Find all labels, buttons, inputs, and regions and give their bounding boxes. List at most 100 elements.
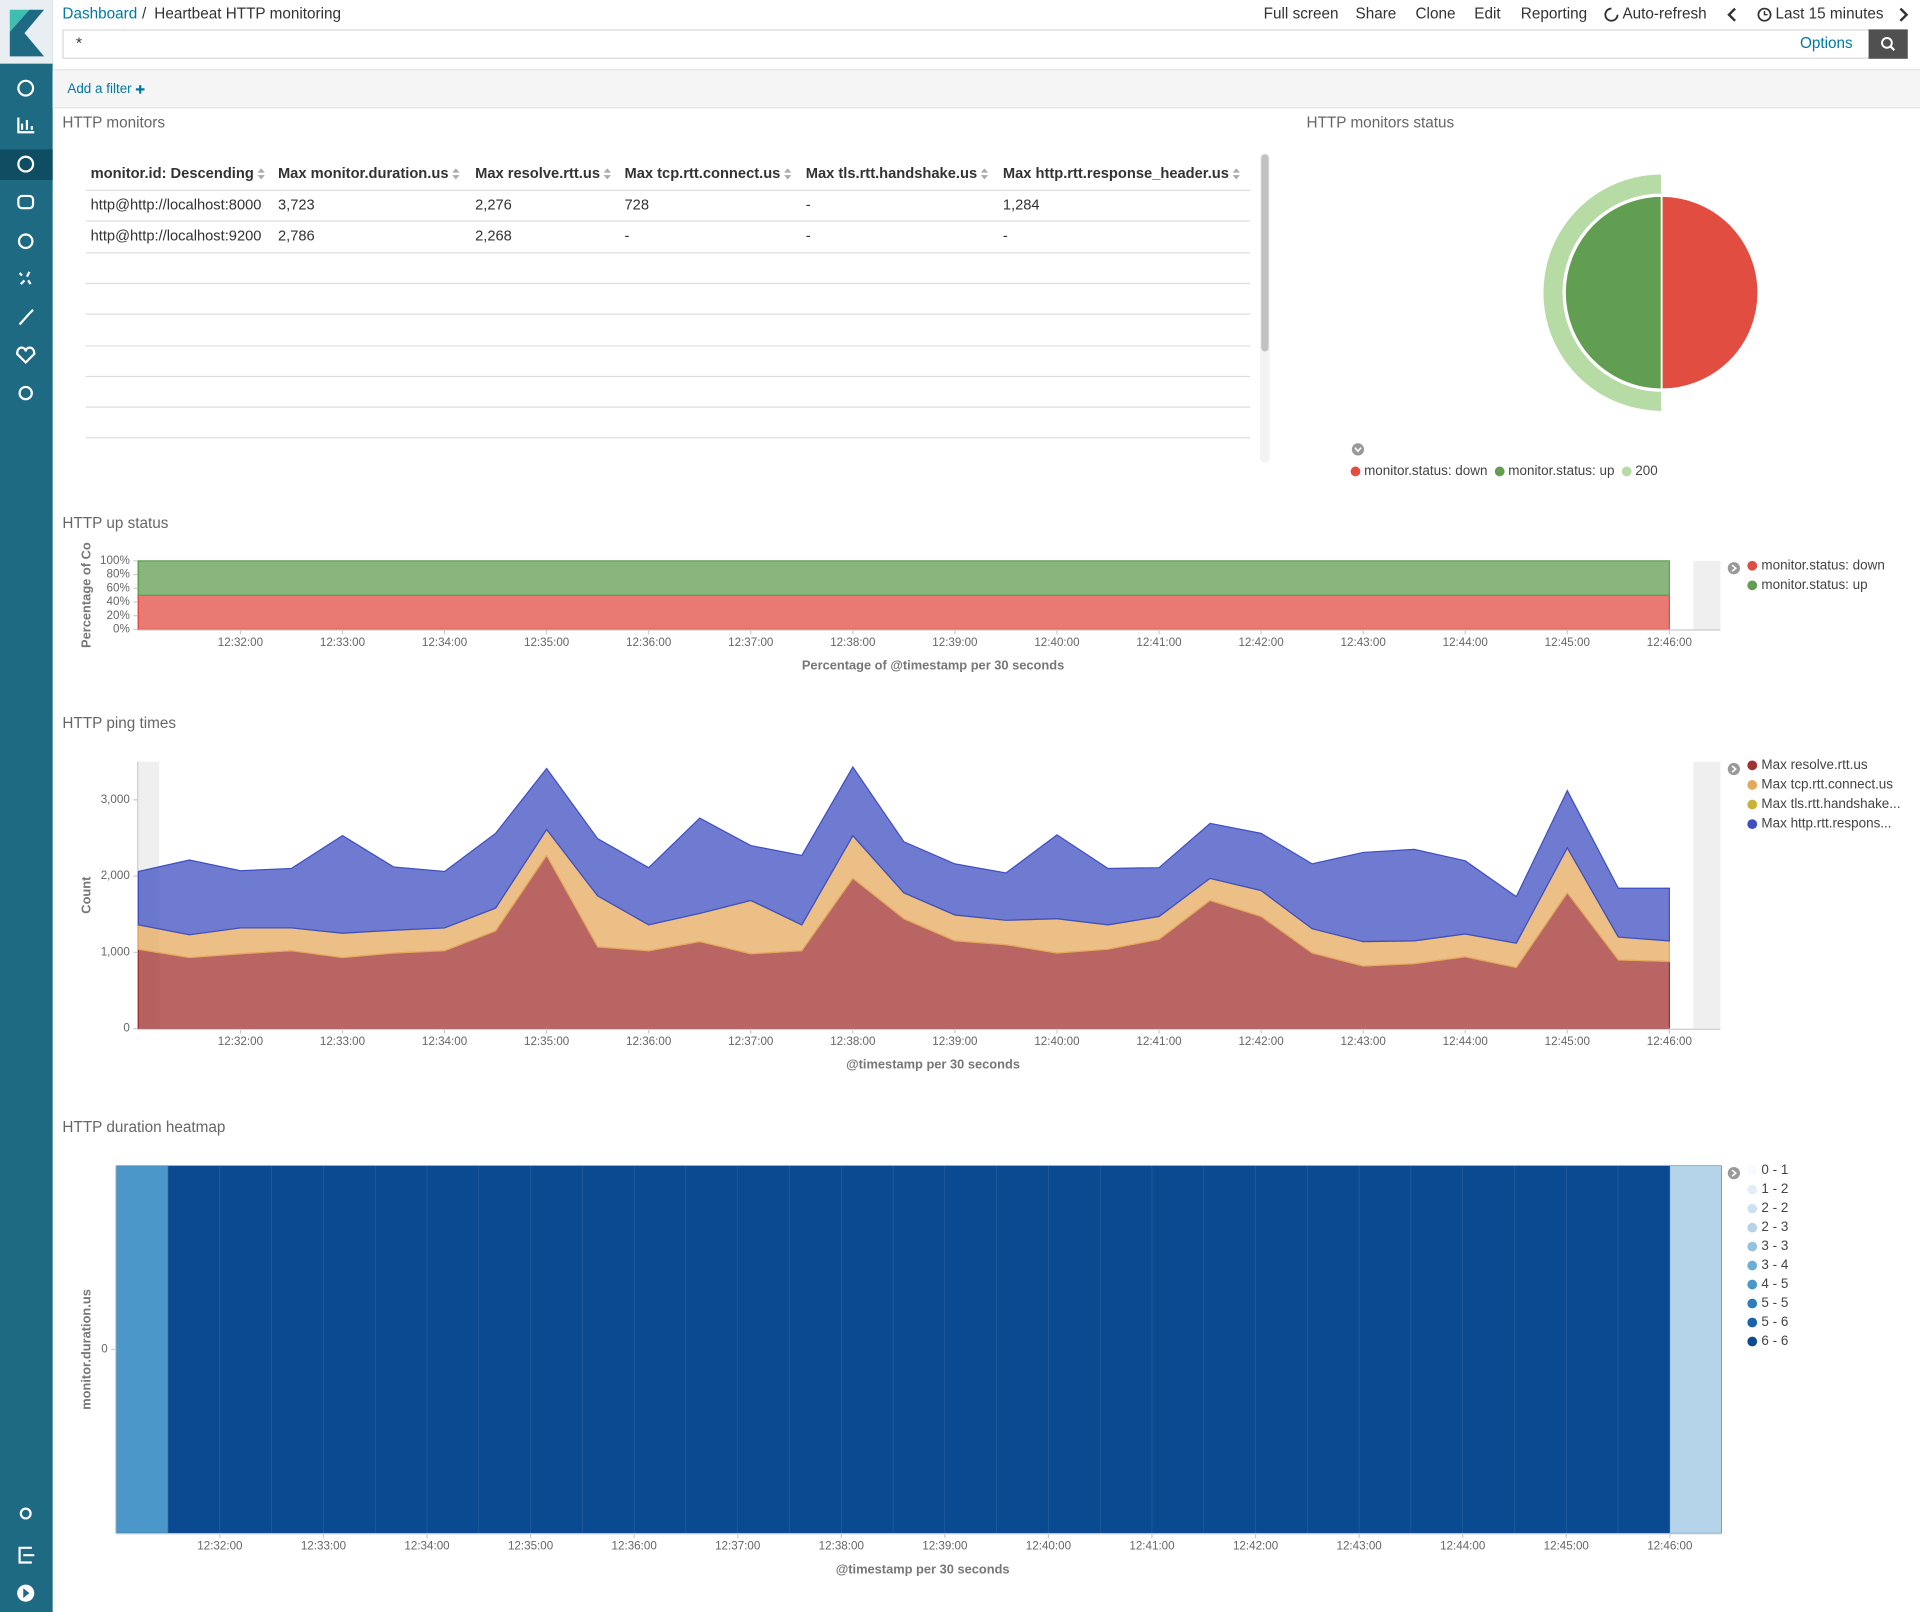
nav-user[interactable] xyxy=(19,1507,32,1520)
table-cell: - xyxy=(1003,229,1008,245)
panel-title: HTTP duration heatmap xyxy=(62,1119,225,1136)
time-forward[interactable] xyxy=(1899,7,1909,22)
search-button[interactable] xyxy=(1868,29,1908,59)
legend-label[interactable]: Max tls.rtt.handshake... xyxy=(1761,796,1900,811)
sort-icon xyxy=(257,168,265,180)
nav-graph[interactable] xyxy=(18,271,32,285)
column-header[interactable]: Max resolve.rtt.us xyxy=(475,166,600,182)
menu-item[interactable]: Edit xyxy=(1474,6,1501,23)
x-tick-label: 12:46:00 xyxy=(1647,636,1693,649)
scroll-thumb[interactable] xyxy=(1261,154,1269,352)
search-icon xyxy=(1881,36,1893,49)
legend-toggle-arrow xyxy=(1731,564,1737,572)
legend-label[interactable]: 0 - 1 xyxy=(1761,1162,1788,1177)
query-input[interactable] xyxy=(62,29,1870,59)
nav-discover[interactable] xyxy=(17,79,35,97)
nav-logout[interactable] xyxy=(18,1546,35,1564)
legend-label[interactable]: 5 - 6 xyxy=(1761,1314,1788,1329)
heat-cell xyxy=(478,1165,531,1534)
time-back[interactable] xyxy=(1727,7,1736,22)
y-axis-label: Count xyxy=(78,876,93,914)
breadcrumb-separator: / xyxy=(142,6,147,23)
x-tick-label: 12:44:00 xyxy=(1443,636,1489,649)
legend-label[interactable]: Max http.rtt.respons... xyxy=(1761,816,1891,831)
legend-label[interactable]: 200 xyxy=(1635,463,1657,478)
legend-label[interactable]: 1 - 2 xyxy=(1761,1181,1788,1196)
menu-item[interactable]: Share xyxy=(1356,6,1397,23)
x-tick-label: 12:38:00 xyxy=(819,1540,865,1553)
x-axis-label: @timestamp per 30 seconds xyxy=(846,1057,1020,1072)
nav-dashboard[interactable] xyxy=(17,155,35,173)
legend-label[interactable]: monitor.status: up xyxy=(1508,463,1614,478)
heat-cell xyxy=(375,1165,428,1534)
nav-collapse-arrow xyxy=(23,1588,30,1599)
x-tick-label: 12:39:00 xyxy=(932,636,978,649)
legend-swatch xyxy=(1747,1165,1758,1176)
column-header[interactable]: Max http.rtt.response_header.us xyxy=(1003,166,1229,182)
legend-toggle[interactable] xyxy=(1351,443,1365,456)
legend-swatch xyxy=(1747,819,1758,830)
legend-label[interactable]: monitor.status: down xyxy=(1364,463,1487,478)
heat-cell xyxy=(892,1165,946,1534)
y-tick-label: 60% xyxy=(107,581,130,594)
nav-ml[interactable] xyxy=(17,233,34,250)
legend-swatch xyxy=(1621,466,1632,477)
x-tick-label: 12:45:00 xyxy=(1544,1540,1590,1553)
legend-toggle[interactable] xyxy=(1727,1166,1740,1180)
menu-item[interactable]: Auto-refresh xyxy=(1622,6,1706,23)
column-header[interactable]: Max tcp.rtt.connect.us xyxy=(624,166,780,182)
heat-cell xyxy=(1514,1165,1567,1534)
nav-management[interactable] xyxy=(18,385,33,401)
plot-end-band xyxy=(1693,560,1721,630)
options-button[interactable]: Options xyxy=(1800,35,1853,52)
nav-timelion[interactable] xyxy=(17,194,35,210)
legend-swatch xyxy=(1494,466,1505,477)
legend-label[interactable]: 2 - 3 xyxy=(1761,1219,1788,1234)
menu-item[interactable]: Last 15 minutes xyxy=(1776,6,1884,23)
column-header[interactable]: Max monitor.duration.us xyxy=(278,166,449,182)
legend-label[interactable]: monitor.status: down xyxy=(1761,557,1884,572)
legend-label[interactable]: 3 - 4 xyxy=(1761,1257,1788,1272)
legend-label[interactable]: 6 - 6 xyxy=(1761,1333,1788,1348)
menu-item[interactable]: Clone xyxy=(1416,6,1456,23)
x-tick-label: 12:33:00 xyxy=(301,1540,347,1553)
legend-label[interactable]: 2 - 2 xyxy=(1761,1200,1788,1215)
x-axis-label: Percentage of @timestamp per 30 seconds xyxy=(802,658,1064,673)
column-header[interactable]: monitor.id: Descending xyxy=(91,166,254,182)
sort-icon xyxy=(1232,168,1240,180)
legend-label[interactable]: 4 - 5 xyxy=(1761,1276,1788,1291)
legend-label[interactable]: monitor.status: up xyxy=(1761,577,1867,592)
legend-swatch xyxy=(1747,580,1758,591)
table-cell: 2,268 xyxy=(475,229,512,245)
area-series xyxy=(137,594,1670,631)
legend-label[interactable]: 3 - 3 xyxy=(1761,1238,1788,1253)
legend-swatch xyxy=(1747,780,1758,790)
query-text: * xyxy=(76,35,82,52)
legend-swatch xyxy=(1747,1317,1758,1328)
add-filter[interactable]: Add a filter xyxy=(67,81,132,96)
logo xyxy=(9,9,30,32)
x-tick-label: 12:46:00 xyxy=(1647,1540,1693,1553)
nav-devtools[interactable] xyxy=(18,309,34,326)
x-tick-label: 12:37:00 xyxy=(715,1540,761,1553)
heat-cell xyxy=(426,1165,480,1534)
menu-item[interactable]: Reporting xyxy=(1521,6,1587,23)
y-tick-label: 0 xyxy=(123,1022,130,1035)
y-tick-label: 1,000 xyxy=(101,945,131,958)
legend-toggle[interactable] xyxy=(1727,562,1740,575)
menu-item[interactable]: Full screen xyxy=(1264,6,1339,23)
legend-toggle[interactable] xyxy=(1727,762,1740,776)
legend-label[interactable]: Max resolve.rtt.us xyxy=(1761,757,1867,772)
legend-label[interactable]: 5 - 5 xyxy=(1761,1295,1788,1310)
y-tick-label: 0 xyxy=(101,1343,108,1356)
table-cell: 2,276 xyxy=(475,198,512,214)
x-tick-label: 12:43:00 xyxy=(1341,636,1387,649)
column-header[interactable]: Max tls.rtt.handshake.us xyxy=(806,166,977,182)
legend-toggle-arrow xyxy=(1354,447,1362,453)
nav-monitoring[interactable] xyxy=(16,346,36,365)
add-filter-plus xyxy=(135,85,145,94)
nav-visualize[interactable] xyxy=(17,117,35,134)
legend-label[interactable]: Max tcp.rtt.connect.us xyxy=(1761,777,1893,792)
heat-cell xyxy=(841,1165,894,1534)
breadcrumb-link[interactable]: Dashboard xyxy=(62,6,137,23)
